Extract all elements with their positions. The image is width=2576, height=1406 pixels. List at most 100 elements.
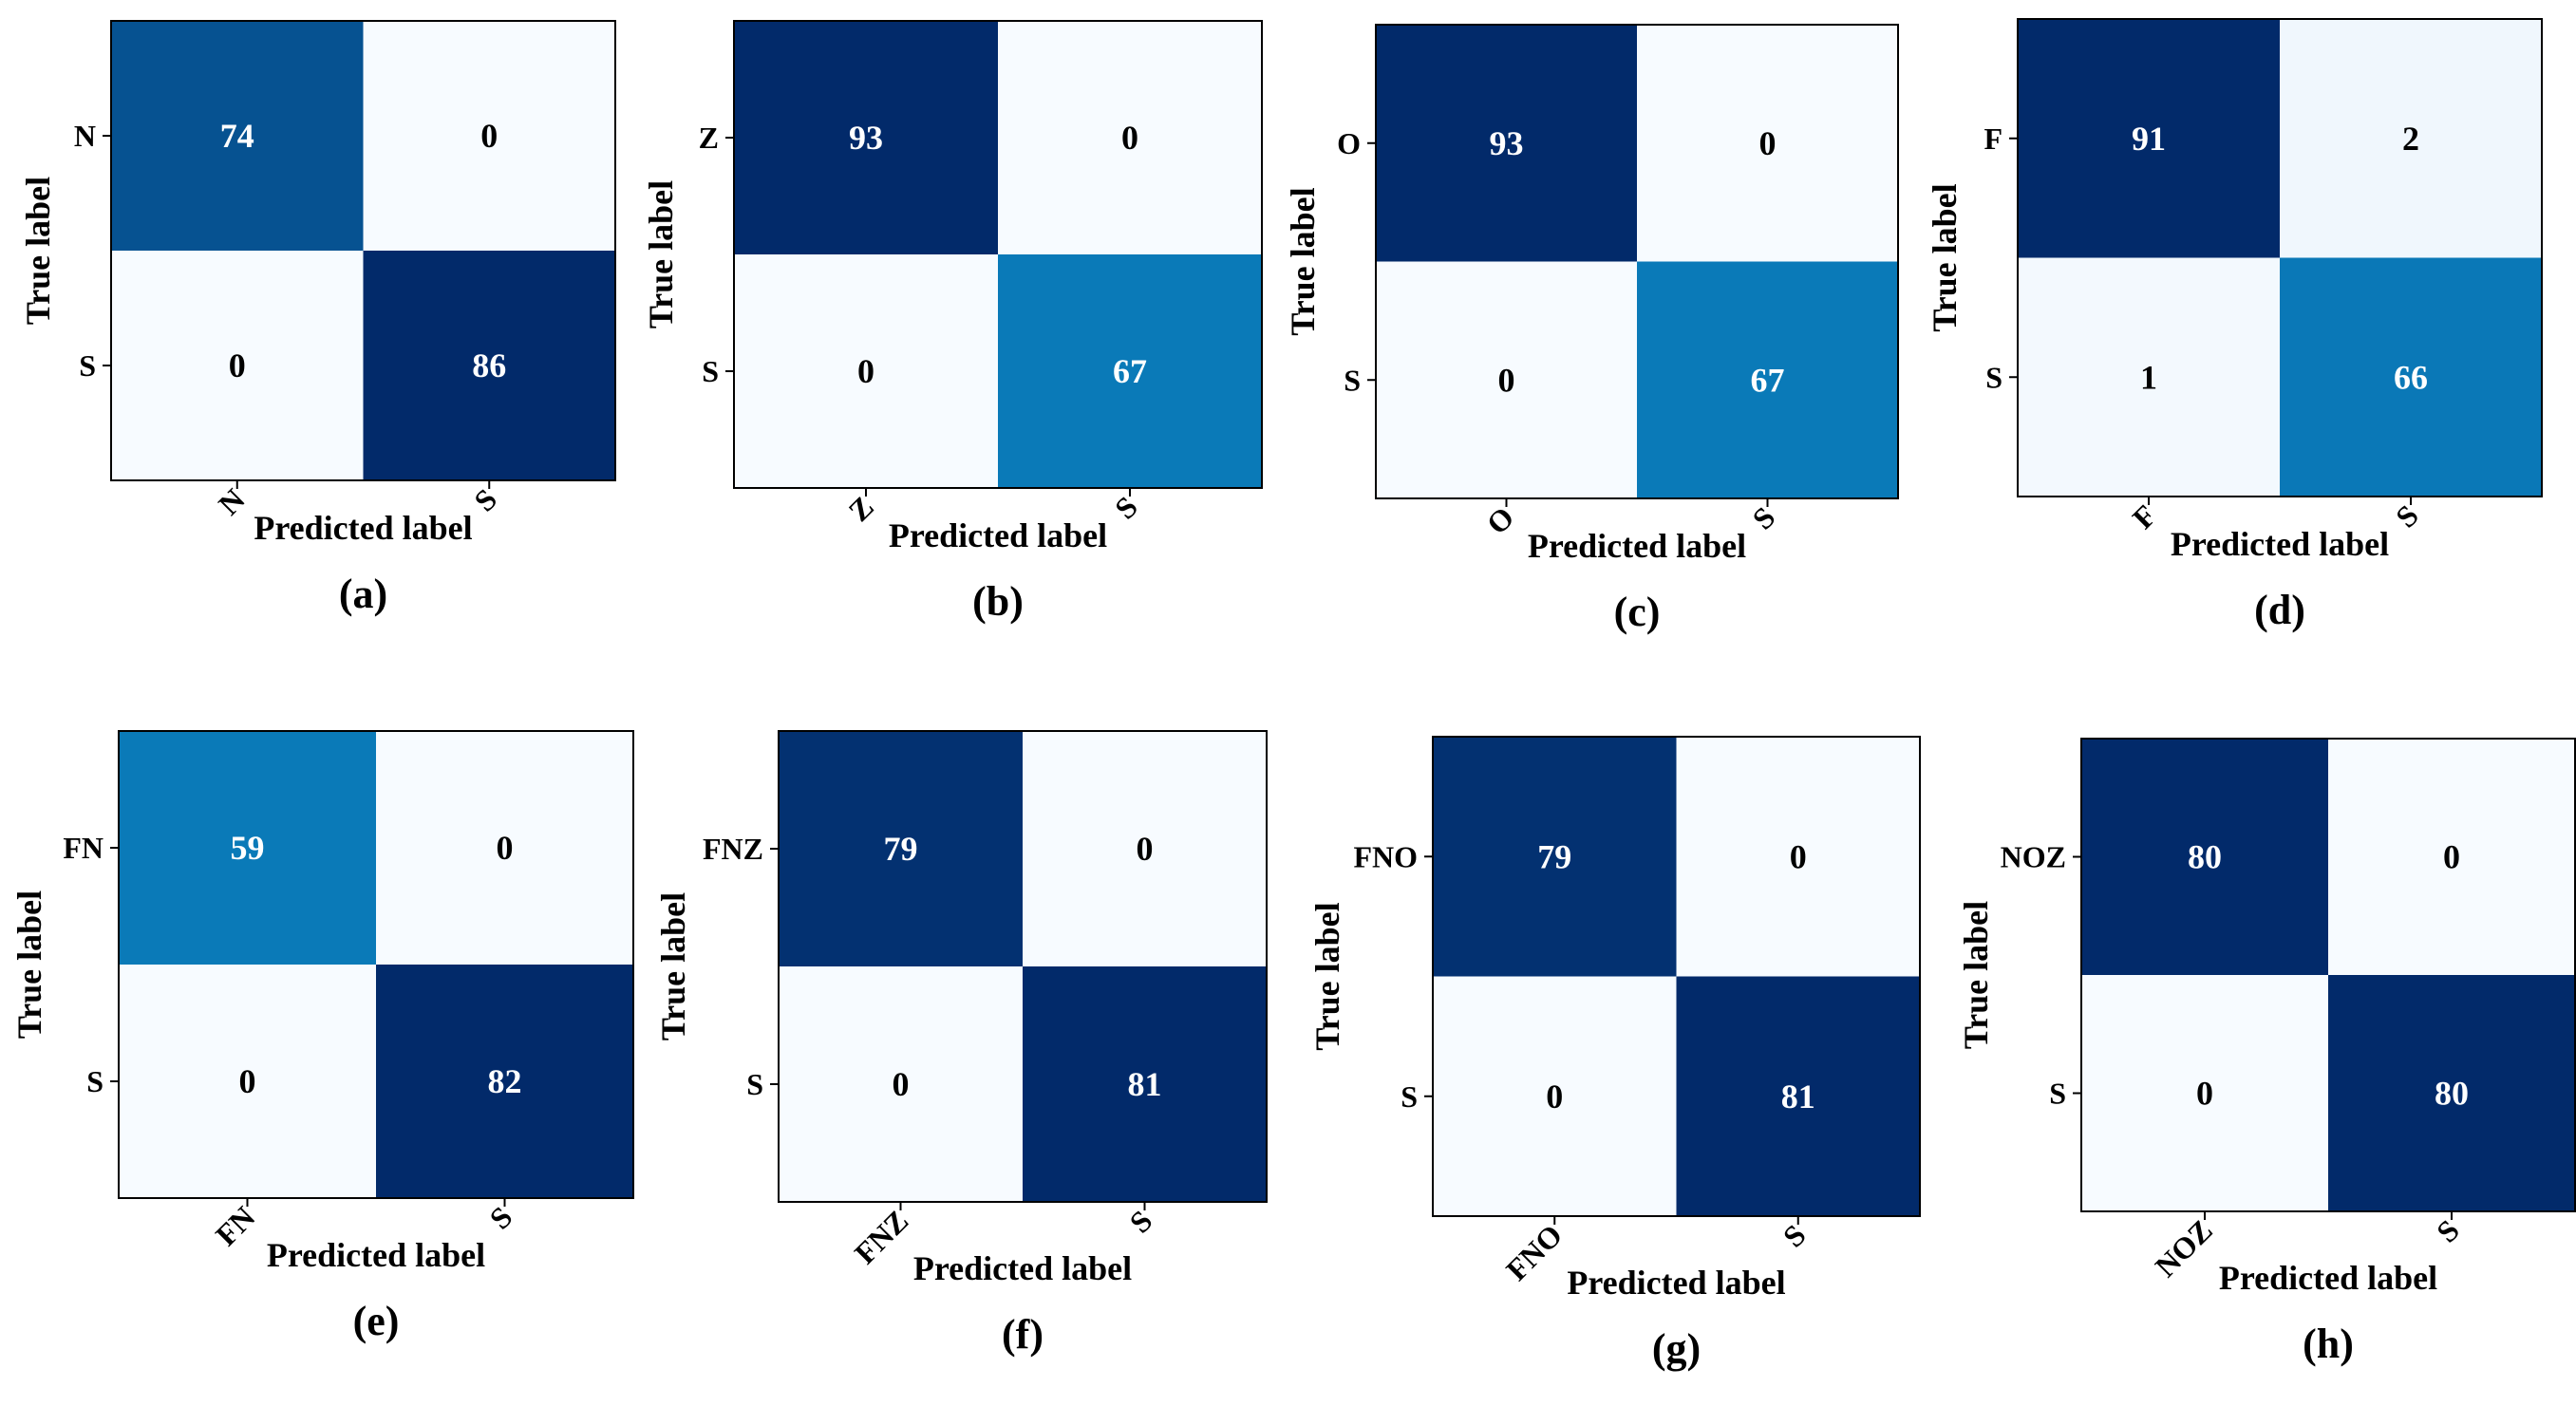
cell-value-label: 81 xyxy=(1781,1078,1815,1115)
y-axis-label: True label xyxy=(1957,901,1995,1049)
cell-value-label: 80 xyxy=(2435,1075,2469,1113)
matrix-cell xyxy=(1376,25,1637,262)
x-tick-label: FNO xyxy=(1499,1217,1569,1286)
matrix-cell xyxy=(734,21,998,254)
matrix-cell xyxy=(2280,257,2542,497)
cell-value-label: 74 xyxy=(220,117,254,155)
cell-value-label: 0 xyxy=(2196,1075,2213,1113)
cell-value-label: 0 xyxy=(1137,830,1154,868)
cell-value-label: 59 xyxy=(231,829,265,867)
y-tick-label: FN xyxy=(63,831,103,865)
cell-value-label: 79 xyxy=(1537,837,1571,875)
y-axis-label: True label xyxy=(1308,902,1346,1050)
y-tick-label: N xyxy=(74,119,96,153)
x-axis-label: Predicted label xyxy=(1528,527,1746,565)
y-tick-label: Z xyxy=(699,121,719,155)
y-axis-label: True label xyxy=(642,180,680,328)
panel-label: (e) xyxy=(353,1298,400,1344)
x-axis-label: Predicted label xyxy=(889,516,1107,554)
x-tick-label: S xyxy=(2389,497,2425,534)
matrix-cell xyxy=(111,21,364,251)
matrix-cell xyxy=(998,21,1262,254)
matrix-frame xyxy=(110,20,616,481)
x-axis-label: Predicted label xyxy=(254,509,472,547)
y-tick-label: O xyxy=(1337,126,1361,160)
cell-value-label: 0 xyxy=(480,117,498,155)
matrix-cell xyxy=(119,731,376,965)
x-tick-label: FNZ xyxy=(848,1203,915,1270)
cell-value-label: 67 xyxy=(1113,352,1147,390)
matrix-cell xyxy=(2018,19,2280,258)
y-tick-label: NOZ xyxy=(2001,840,2066,874)
y-tick-label: S xyxy=(1985,360,2003,394)
x-tick-label: S xyxy=(482,1199,518,1235)
cell-value-label: 81 xyxy=(1128,1065,1162,1103)
x-axis-label: Predicted label xyxy=(2219,1259,2437,1297)
panel-label: (b) xyxy=(972,578,1024,625)
cell-value-label: 86 xyxy=(472,347,506,384)
cell-value-label: 93 xyxy=(1490,124,1524,162)
x-tick-label: S xyxy=(1745,499,1781,535)
confusion-matrix-panel: 79 0 0 81 FNZ S FNZ S Predicted label True label (… xyxy=(654,730,1268,1358)
y-tick-label: S xyxy=(86,1064,103,1098)
matrix-cell xyxy=(111,251,364,480)
matrix-cell xyxy=(1676,976,1920,1216)
panel-label: (c) xyxy=(1614,589,1661,635)
y-axis-label: True label xyxy=(1284,187,1322,335)
cell-value-label: 0 xyxy=(857,352,874,390)
matrix-cell xyxy=(2081,975,2328,1211)
matrix-frame xyxy=(118,730,634,1199)
x-tick-label: S xyxy=(467,481,503,517)
y-tick-label: F xyxy=(1984,122,2003,156)
x-tick-label: N xyxy=(212,481,252,521)
panel-label: (g) xyxy=(1652,1325,1701,1372)
y-tick-label: S xyxy=(2049,1077,2066,1111)
y-tick-label: S xyxy=(746,1067,763,1101)
cell-value-label: 0 xyxy=(1759,124,1777,162)
y-tick-label: S xyxy=(1401,1079,1418,1114)
x-tick-label: S xyxy=(2430,1212,2466,1248)
matrix-cell xyxy=(2328,739,2575,975)
matrix-cell xyxy=(363,251,615,480)
x-tick-label: S xyxy=(1108,489,1144,525)
matrix-frame xyxy=(733,20,1263,489)
y-axis-label: True label xyxy=(10,890,48,1039)
matrix-cell xyxy=(734,254,998,488)
matrix-frame xyxy=(2080,738,2576,1212)
matrix-frame xyxy=(2017,18,2543,497)
matrix-frame xyxy=(1375,24,1899,499)
matrix-cell xyxy=(1637,261,1898,498)
x-axis-label: Predicted label xyxy=(1567,1264,1785,1302)
matrix-cell xyxy=(1023,731,1267,966)
cell-value-label: 0 xyxy=(1546,1078,1563,1115)
x-tick-label: O xyxy=(1479,499,1520,540)
y-tick-label: S xyxy=(702,354,719,388)
cell-value-label: 0 xyxy=(229,347,246,384)
cell-value-label: 67 xyxy=(1751,361,1785,399)
matrix-cell xyxy=(2280,19,2542,258)
cell-value-label: 2 xyxy=(2402,120,2419,158)
x-axis-label: Predicted label xyxy=(267,1236,485,1274)
cell-value-label: 0 xyxy=(1498,361,1515,399)
matrix-cell xyxy=(779,731,1023,966)
y-tick-label: S xyxy=(1344,363,1361,397)
y-axis-label: True label xyxy=(1926,183,1964,331)
matrix-cell xyxy=(1376,261,1637,498)
y-axis-label: True label xyxy=(654,892,692,1040)
matrix-cell xyxy=(1676,737,1920,977)
y-tick-label: S xyxy=(79,348,96,383)
matrix-cell xyxy=(779,966,1023,1202)
cell-value-label: 0 xyxy=(1121,119,1138,157)
y-tick-label: FNO xyxy=(1353,839,1418,873)
cell-value-label: 80 xyxy=(2188,838,2222,876)
panel-label: (d) xyxy=(2254,587,2305,633)
cell-value-label: 79 xyxy=(884,830,918,868)
x-tick-label: Z xyxy=(841,489,880,528)
cell-value-label: 0 xyxy=(239,1062,256,1100)
matrix-frame xyxy=(1432,736,1921,1217)
cell-value-label: 0 xyxy=(2443,838,2460,876)
